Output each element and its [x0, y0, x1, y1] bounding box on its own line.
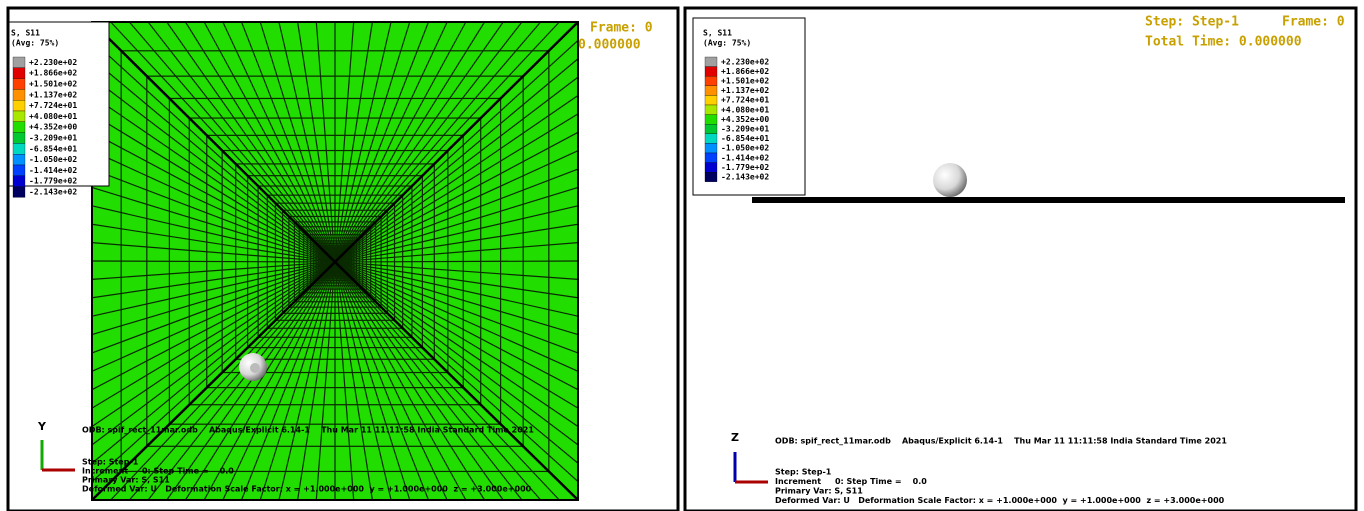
legend-label: +2.230e+02	[721, 57, 769, 66]
frame-label: Frame: 0	[590, 21, 653, 36]
legend-swatch	[13, 79, 25, 90]
info-line: Step: Step-1	[82, 458, 139, 467]
screenshot: Frame: 0 0.000000 Y S, S11(Avg: 75%)+2.2…	[0, 0, 1364, 511]
time-label: 0.000000	[578, 38, 641, 53]
legend-label: +1.137e+02	[721, 86, 769, 95]
legend-label: -6.854e+01	[721, 134, 769, 143]
tool-ball	[933, 163, 967, 197]
legend-label: -3.209e+01	[29, 134, 77, 143]
legend-label: +4.352e+00	[721, 115, 769, 124]
legend-swatch	[13, 122, 25, 133]
info-line: Deformed Var: U Deformation Scale Factor…	[82, 485, 532, 494]
legend-swatch	[705, 105, 717, 115]
legend-label: +4.080e+01	[721, 105, 769, 114]
info-line: ODB: spif_rect_11mar.odb Abaqus/Explicit…	[775, 437, 1227, 446]
legend-swatch	[13, 165, 25, 176]
legend-swatch	[705, 134, 717, 144]
legend-swatch	[13, 89, 25, 100]
legend-swatch	[705, 163, 717, 173]
legend-label: -1.414e+02	[721, 153, 769, 162]
legend-swatch	[13, 111, 25, 122]
legend-label: +1.137e+02	[29, 90, 77, 99]
legend-swatch	[705, 172, 717, 182]
legend-swatch	[705, 95, 717, 105]
frame-label: Frame: 0	[1282, 15, 1345, 30]
legend-subtitle: (Avg: 75%)	[11, 39, 59, 48]
time-label: Total Time: 0.000000	[1145, 35, 1302, 50]
legend-label: +1.866e+02	[721, 67, 769, 76]
legend-swatch	[13, 176, 25, 187]
axis-label: Z	[731, 431, 739, 444]
legend-swatch	[13, 68, 25, 79]
legend-label: -1.050e+02	[721, 144, 769, 153]
legend-swatch	[13, 133, 25, 144]
legend-label: +4.080e+01	[29, 112, 77, 121]
axis-label: Y	[37, 420, 47, 433]
legend-label: +1.501e+02	[721, 77, 769, 86]
legend-label: +2.230e+02	[29, 58, 77, 67]
legend-swatch	[705, 124, 717, 134]
legend-swatch	[705, 153, 717, 163]
info-line: Primary Var: S, S11	[775, 487, 863, 496]
legend-label: +7.724e+01	[29, 101, 77, 110]
legend-label: -1.779e+02	[29, 177, 77, 186]
legend-label: -1.050e+02	[29, 155, 77, 164]
legend-swatch	[705, 86, 717, 96]
legend-swatch	[13, 100, 25, 111]
legend-swatch	[13, 57, 25, 68]
legend-subtitle: (Avg: 75%)	[703, 39, 751, 48]
legend-swatch	[13, 187, 25, 198]
legend-label: -1.414e+02	[29, 166, 77, 175]
info-line: ODB: spif_rect_11mar.odb Abaqus/Explicit…	[82, 426, 534, 435]
legend-swatch	[13, 154, 25, 165]
legend-label: +4.352e+00	[29, 123, 77, 132]
legend-swatch	[705, 115, 717, 125]
legend-title: S, S11	[11, 29, 40, 38]
legend-swatch	[13, 143, 25, 154]
legend-swatch	[705, 57, 717, 67]
legend-swatch	[705, 67, 717, 77]
left-viewport: Frame: 0 0.000000 Y S, S11(Avg: 75%) +2.2…	[9, 21, 653, 501]
info-line: Step: Step-1	[775, 468, 832, 477]
legend-label: +7.724e+01	[721, 96, 769, 105]
info-line: Primary Var: S, S11	[82, 476, 170, 485]
legend-label: +1.501e+02	[29, 80, 77, 89]
info-line: Increment 0: Step Time = 0.0	[775, 477, 927, 486]
step-label: Step: Step-1	[1145, 15, 1239, 30]
info-line: Deformed Var: U Deformation Scale Factor…	[775, 496, 1225, 505]
info-line: Increment 0: Step Time = 0.0	[82, 467, 234, 476]
legend-label: -6.854e+01	[29, 144, 77, 153]
legend-label: -2.143e+02	[721, 173, 769, 182]
legend-swatch	[705, 143, 717, 153]
legend-label: -2.143e+02	[29, 188, 77, 197]
legend-swatch	[705, 76, 717, 86]
legend-label: -3.209e+01	[721, 125, 769, 134]
legend-label: +1.866e+02	[29, 69, 77, 78]
tool-ball-hole	[250, 363, 260, 373]
legend-title: S, S11	[703, 29, 732, 38]
legend-label: -1.779e+02	[721, 163, 769, 172]
